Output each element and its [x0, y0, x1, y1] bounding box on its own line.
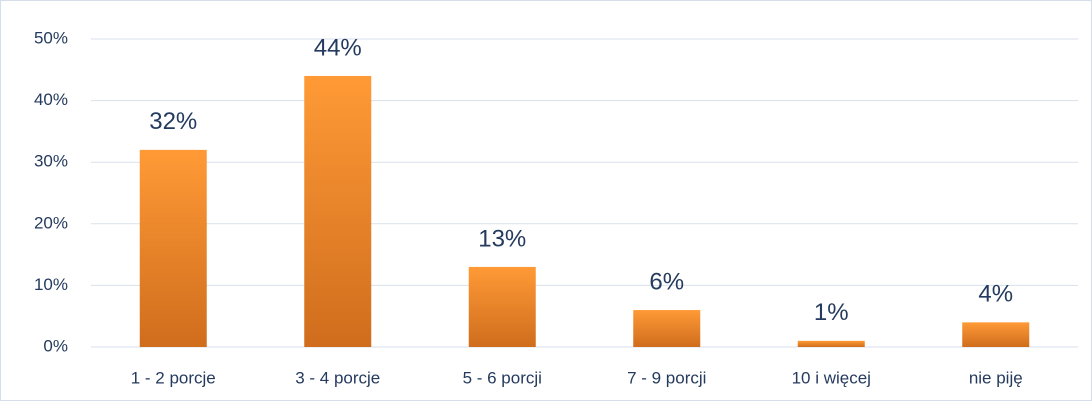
y-tick-label: 10% — [34, 275, 68, 294]
value-label: 4% — [978, 281, 1013, 308]
value-label: 13% — [478, 225, 526, 252]
x-tick-label: nie piję — [969, 368, 1023, 387]
y-tick-label: 0% — [43, 336, 68, 355]
value-label: 32% — [149, 108, 197, 135]
y-tick-label: 30% — [34, 152, 68, 171]
value-label: 44% — [314, 34, 362, 61]
bar — [633, 310, 701, 347]
y-tick-label: 50% — [34, 28, 68, 47]
y-tick-label: 40% — [34, 90, 68, 109]
value-label: 6% — [649, 268, 684, 295]
bar — [962, 322, 1030, 347]
x-tick-label: 1 - 2 porcje — [131, 368, 216, 387]
bar — [797, 340, 865, 347]
x-tick-label: 7 - 9 porcji — [627, 368, 706, 387]
x-tick-label: 10 i więcej — [792, 368, 871, 387]
x-tick-label: 5 - 6 porcji — [463, 368, 542, 387]
value-label: 1% — [814, 299, 849, 326]
y-tick-label: 20% — [34, 213, 68, 232]
bar — [468, 266, 536, 347]
bar — [304, 75, 372, 348]
x-tick-label: 3 - 4 porcje — [295, 368, 380, 387]
bar — [139, 149, 207, 347]
